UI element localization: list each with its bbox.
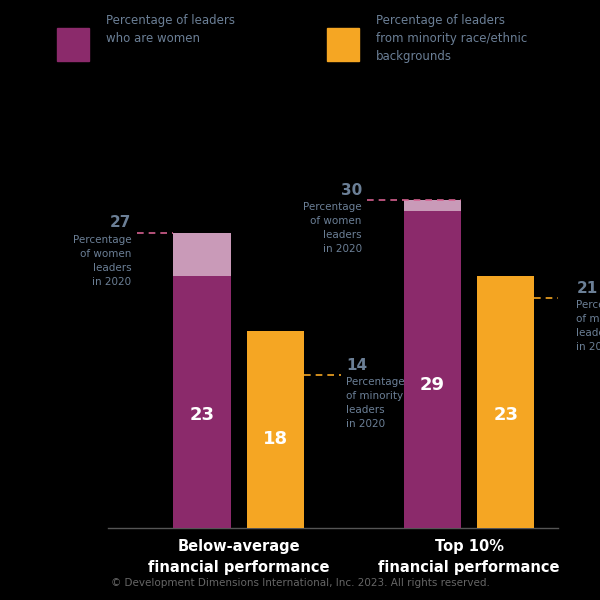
Bar — [247, 331, 304, 528]
Bar — [173, 233, 231, 277]
Text: Percentage
of minority
leaders
in 2020: Percentage of minority leaders in 2020 — [577, 301, 600, 352]
Text: © Development Dimensions International, Inc. 2023. All rights reserved.: © Development Dimensions International, … — [110, 578, 490, 588]
Text: 29: 29 — [420, 376, 445, 394]
Bar — [404, 211, 461, 528]
Text: Percentage
of minority
leaders
in 2020: Percentage of minority leaders in 2020 — [346, 377, 405, 429]
Bar — [173, 277, 231, 528]
Text: 27: 27 — [110, 215, 131, 230]
Bar — [327, 28, 359, 61]
Text: 23: 23 — [493, 406, 518, 424]
Text: Percentage of leaders
who are women: Percentage of leaders who are women — [106, 14, 235, 45]
Text: 21: 21 — [577, 281, 598, 296]
Bar — [404, 200, 461, 211]
Text: Percentage
of women
leaders
in 2020: Percentage of women leaders in 2020 — [73, 235, 131, 287]
Bar — [57, 28, 89, 61]
Text: 30: 30 — [341, 182, 362, 197]
Text: Percentage
of women
leaders
in 2020: Percentage of women leaders in 2020 — [303, 202, 362, 254]
Text: 23: 23 — [190, 406, 215, 424]
Text: 14: 14 — [346, 358, 367, 373]
Text: Percentage of leaders
from minority race/ethnic
backgrounds: Percentage of leaders from minority race… — [376, 14, 527, 63]
Bar — [477, 277, 535, 528]
Text: 18: 18 — [263, 430, 288, 448]
